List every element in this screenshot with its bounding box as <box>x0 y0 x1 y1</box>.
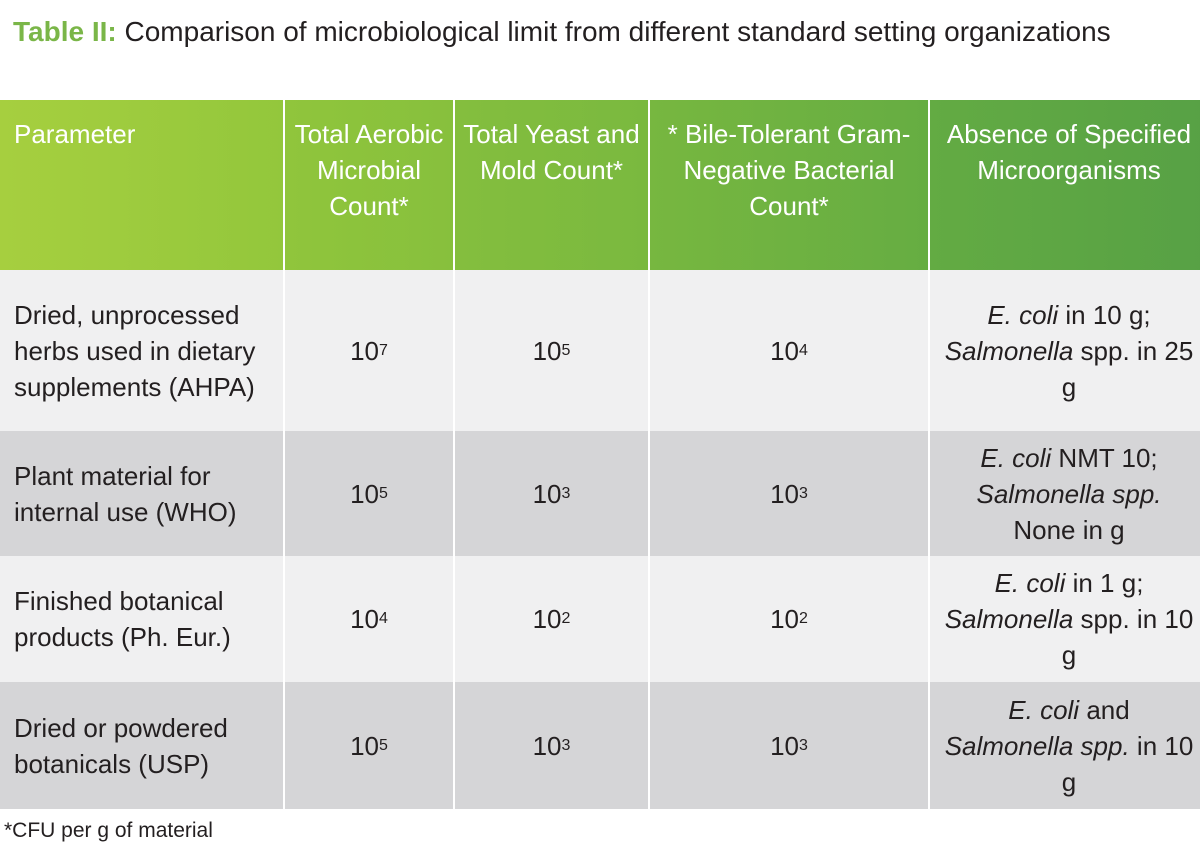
row-1-parameter: Dried, unprocessed herbs used in dietary… <box>0 270 283 431</box>
row-2-aerobic: 10 5 <box>285 431 453 556</box>
row-3-yeast: 10 2 <box>455 556 648 682</box>
row-4-aerobic: 10 5 <box>285 682 453 809</box>
table-caption: Table II: Comparison of microbiological … <box>13 14 1179 49</box>
row-3-bile: 10 2 <box>650 556 928 682</box>
row-3-aerobic: 10 4 <box>285 556 453 682</box>
row-3-organisms: E. coli in 1 g; Salmonella spp. in 10 g <box>930 556 1200 682</box>
comparison-table: Parameter Total Aerobic Microbial Count*… <box>0 98 1200 809</box>
table-footnote: *CFU per g of material <box>4 819 213 842</box>
row-2-organisms: E. coli NMT 10; Salmonella spp. None in … <box>930 431 1200 556</box>
header-yeast-mold: Total Yeast and Mold Count* <box>455 100 648 270</box>
row-2-parameter: Plant material for internal use (WHO) <box>0 431 283 556</box>
header-bile-tolerant: * Bile-Tolerant Gram-Negative Bacterial … <box>650 100 928 270</box>
row-1-bile: 10 4 <box>650 270 928 431</box>
row-1-yeast: 10 5 <box>455 270 648 431</box>
row-3-parameter: Finished botanical products (Ph. Eur.) <box>0 556 283 682</box>
table-label: Table II: <box>13 16 117 47</box>
row-4-parameter: Dried or powdered botanicals (USP) <box>0 682 283 809</box>
header-parameter: Parameter <box>0 100 283 270</box>
row-4-yeast: 10 3 <box>455 682 648 809</box>
row-4-organisms: E. coli and Salmonella spp. in 10 g <box>930 682 1200 809</box>
header-specified-organisms: Absence of Specified Microorganisms <box>930 100 1200 270</box>
row-2-yeast: 10 3 <box>455 431 648 556</box>
row-2-bile: 10 3 <box>650 431 928 556</box>
row-1-organisms: E. coli in 10 g; Salmonella spp. in 25 g <box>930 270 1200 431</box>
row-4-bile: 10 3 <box>650 682 928 809</box>
table-title: Comparison of microbiological limit from… <box>124 16 1111 47</box>
row-1-aerobic: 10 7 <box>285 270 453 431</box>
header-total-aerobic: Total Aerobic Microbial Count* <box>285 100 453 270</box>
